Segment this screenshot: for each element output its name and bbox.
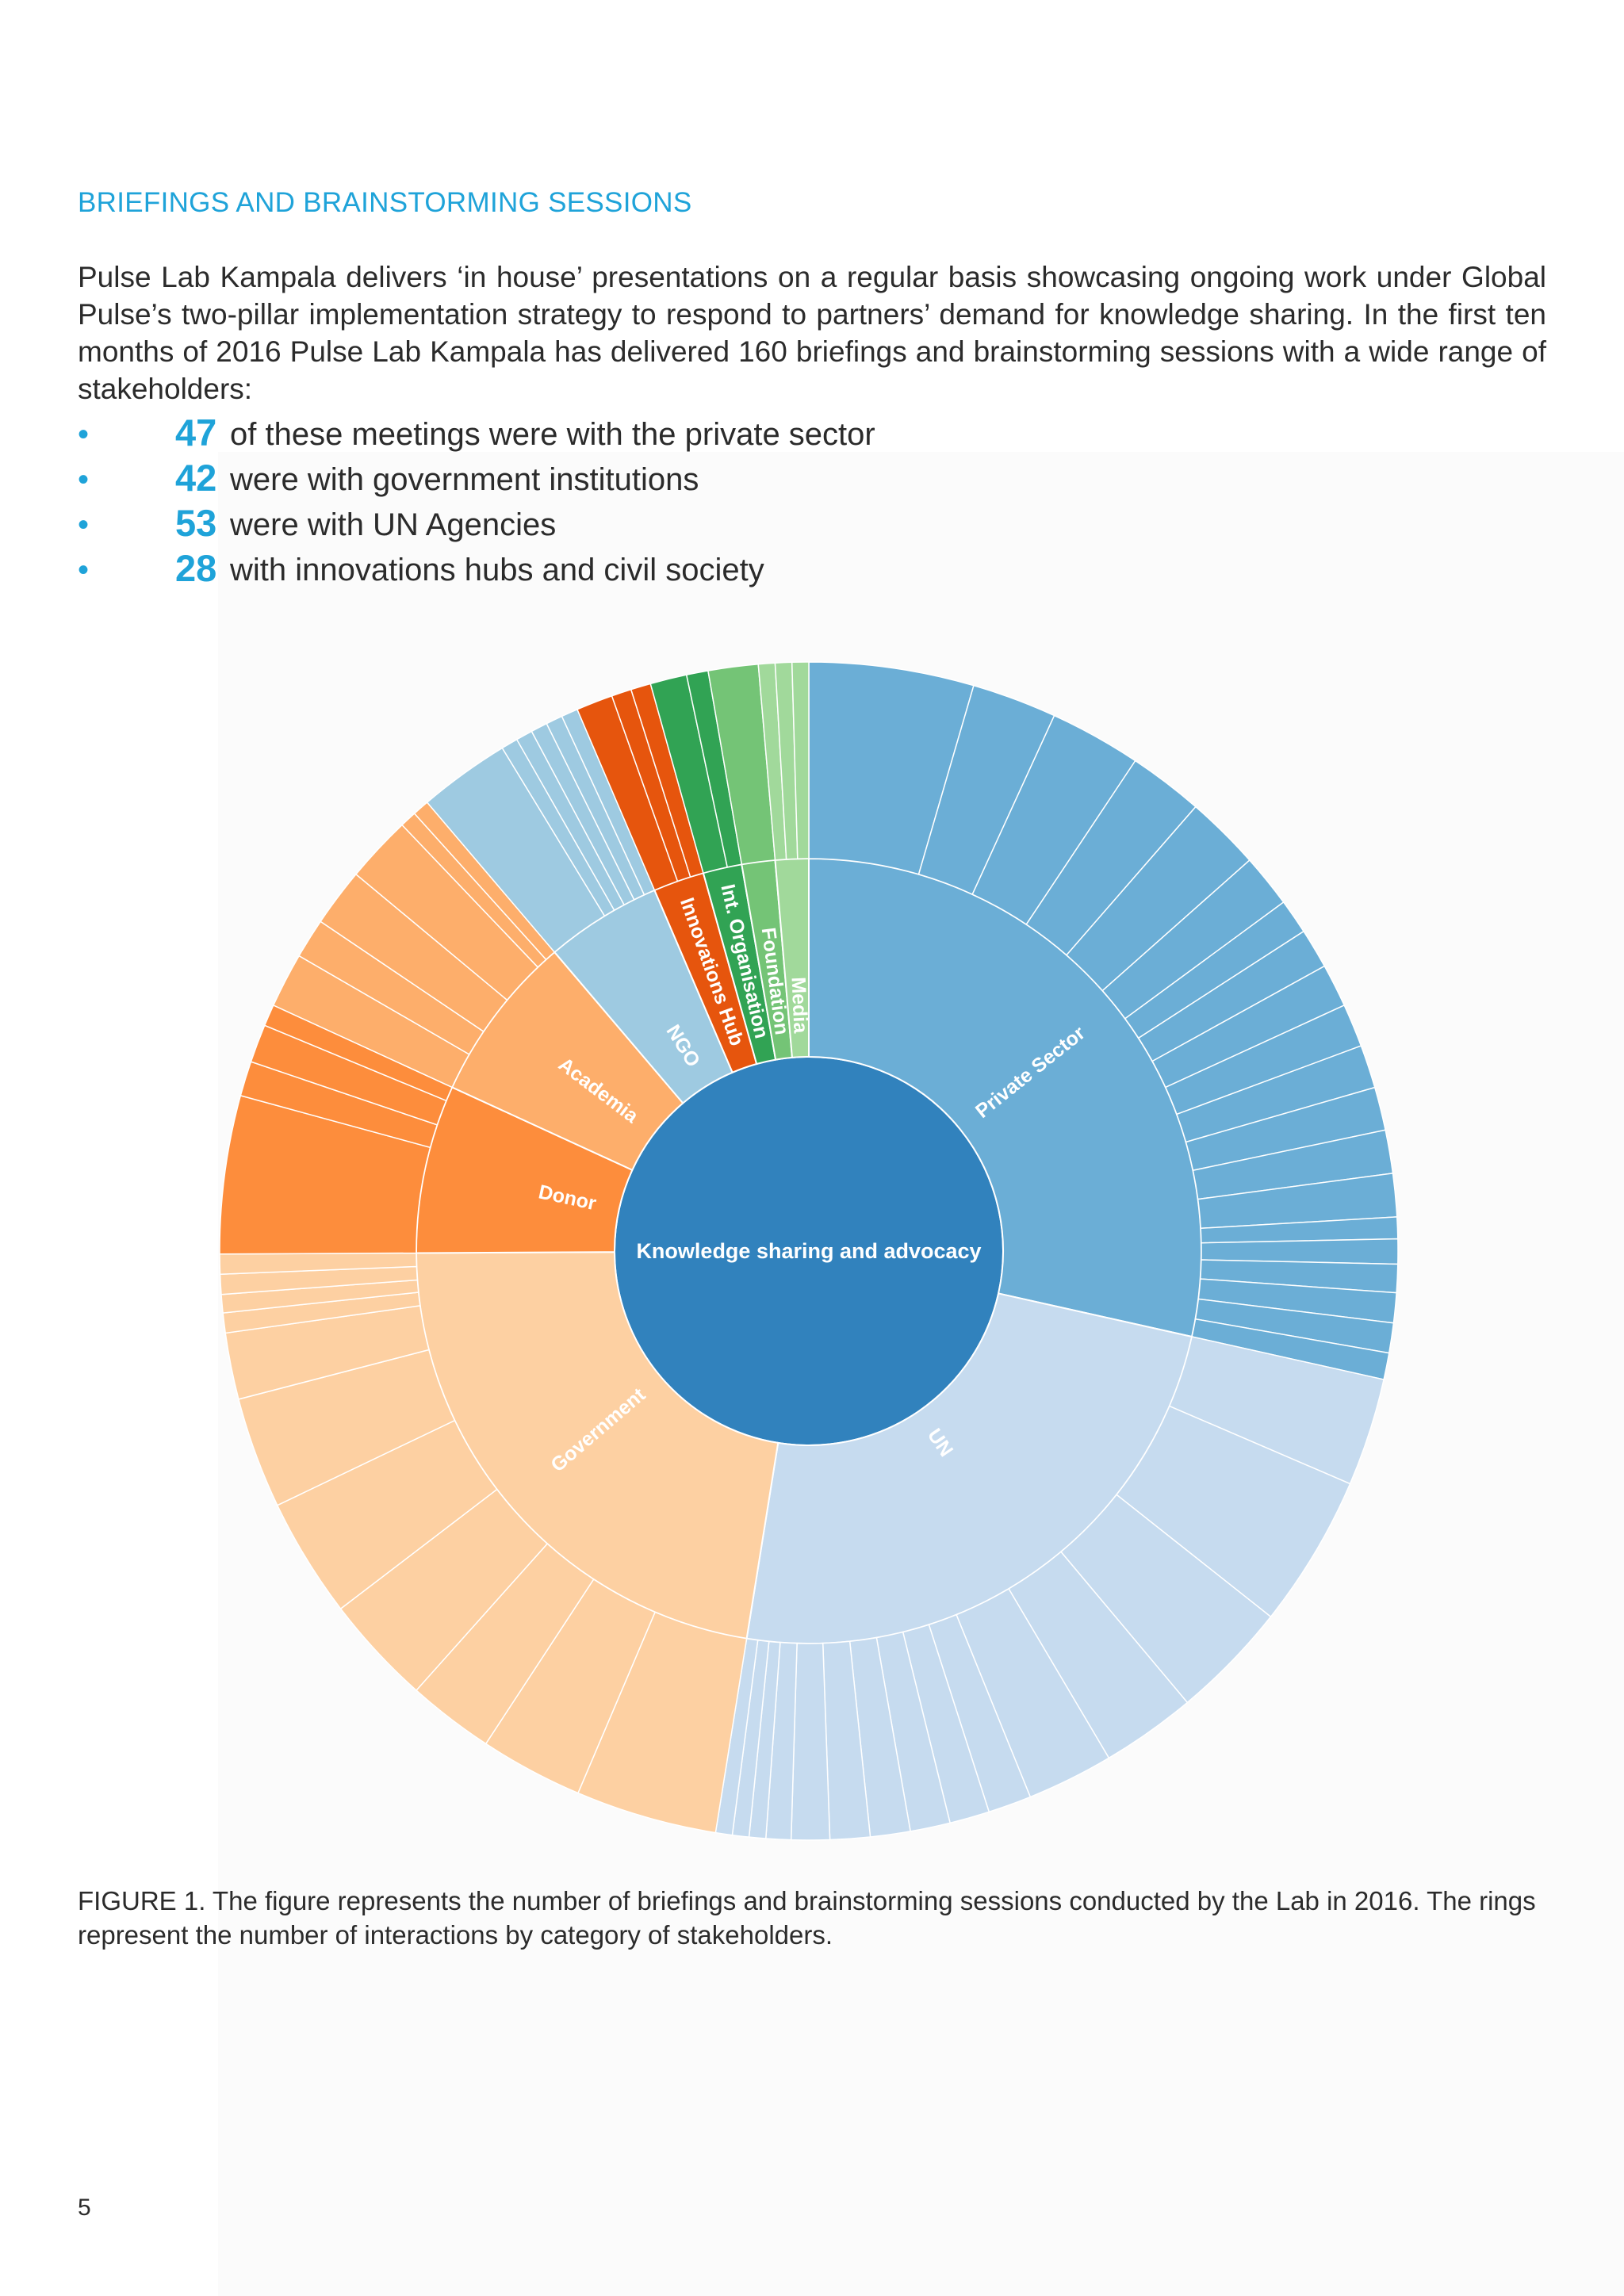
page-number: 5 xyxy=(78,2195,91,2221)
stat-number: 28 xyxy=(175,547,217,589)
stat-text: were with government institutions xyxy=(230,462,699,497)
bullet-icon: • xyxy=(78,553,90,587)
intro-paragraph: Pulse Lab Kampala delivers ‘in house’ pr… xyxy=(78,261,1546,405)
leaf-segment xyxy=(791,661,810,859)
stat-number: 47 xyxy=(175,411,217,453)
bullet-icon: • xyxy=(78,417,90,452)
stat-number: 42 xyxy=(175,457,217,499)
bullet-icon: • xyxy=(78,507,90,542)
bullet-icon: • xyxy=(78,462,90,497)
section-heading: BRIEFINGS AND BRAINSTORMING SESSIONS xyxy=(78,187,692,218)
stat-text: with innovations hubs and civil society xyxy=(230,553,764,587)
center-label: Knowledge sharing and advocacy xyxy=(636,1239,981,1263)
stat-text: were with UN Agencies xyxy=(230,507,557,542)
leaf-segment xyxy=(790,1642,831,1841)
stat-number: 53 xyxy=(175,502,217,544)
stat-text: of these meetings were with the private … xyxy=(230,417,875,452)
category-label: Media xyxy=(787,977,812,1035)
figure-caption: FIGURE 1. The figure represents the numb… xyxy=(78,1886,1536,1950)
